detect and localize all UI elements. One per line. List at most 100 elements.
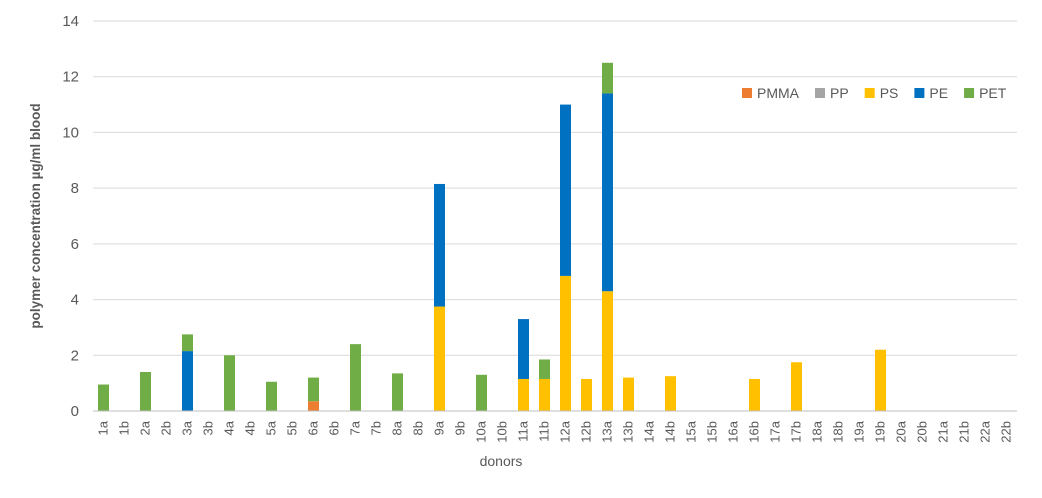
legend-item-pet: PET: [964, 85, 1007, 101]
legend-item-pmma: PMMA: [742, 85, 800, 101]
bar-segment-pet-8a: [392, 373, 403, 411]
x-tick-label: 21b: [957, 421, 972, 443]
legend-item-ps: PS: [864, 85, 899, 101]
bar-segment-ps-17b: [791, 362, 802, 411]
y-axis-ticks: 0 2 4 6 8 10 12 14: [62, 13, 79, 420]
bar-segment-pet-3a: [182, 334, 193, 352]
bar-segment-ps-19b: [875, 349, 886, 411]
x-tick-label: 20a: [894, 420, 909, 442]
x-tick-label: 4a: [222, 420, 237, 435]
x-axis-title: donors: [480, 453, 523, 469]
legend-label: PS: [880, 85, 899, 101]
bar-segment-ps-11a: [518, 378, 529, 411]
legend-label: PMMA: [757, 85, 800, 101]
x-tick-label: 5b: [285, 421, 300, 435]
legend-label: PET: [979, 85, 1007, 101]
bar-segment-pet-2a: [140, 372, 151, 411]
x-tick-label: 14a: [642, 420, 657, 442]
x-tick-label: 10a: [474, 420, 489, 442]
x-tick-label: 1a: [96, 420, 111, 435]
x-tick-label: 22a: [978, 420, 993, 442]
legend-item-pe: PE: [914, 85, 948, 101]
bar-segment-pet-10a: [476, 374, 487, 411]
legend-swatch: [964, 88, 975, 98]
legend-label: PE: [929, 85, 948, 101]
bar-segment-ps-16b: [749, 378, 760, 411]
bar-segment-ps-13b: [623, 377, 634, 411]
x-tick-label: 22b: [999, 421, 1014, 443]
bar-segment-ps-13a: [602, 291, 613, 411]
bar-segment-pet-1a: [98, 384, 109, 411]
bars: [98, 62, 886, 411]
legend-item-pp: PP: [815, 85, 849, 101]
bar-segment-pet-4a: [224, 355, 235, 411]
x-tick-label: 11a: [516, 420, 531, 441]
bar-segment-ps-12b: [581, 378, 592, 411]
legend: PMMA PP PS PE PET: [742, 85, 1007, 101]
bar-segment-pe-11a: [518, 319, 529, 379]
x-tick-label: 13a: [600, 420, 615, 442]
bar-segment-ps-12a: [560, 275, 571, 411]
x-tick-label: 12a: [558, 420, 573, 442]
y-tick-label: 8: [71, 180, 79, 197]
x-tick-label: 17b: [789, 421, 804, 443]
x-tick-label: 18b: [831, 421, 846, 443]
y-tick-label: 0: [71, 403, 79, 420]
x-tick-label: 3a: [180, 420, 195, 435]
bar-segment-ps-9a: [434, 306, 445, 411]
x-tick-label: 13b: [621, 421, 636, 443]
x-tick-label: 6b: [327, 421, 342, 435]
y-tick-label: 6: [71, 236, 79, 253]
x-tick-label: 6a: [306, 420, 321, 435]
x-tick-label: 9a: [432, 420, 447, 435]
legend-swatch: [742, 88, 752, 98]
x-tick-label: 20b: [915, 421, 930, 443]
x-tick-label: 2a: [138, 420, 153, 435]
bar-segment-pet-7a: [350, 344, 361, 411]
x-tick-label: 1b: [117, 421, 132, 435]
legend-swatch: [864, 88, 875, 98]
bar-segment-pe-3a: [182, 351, 193, 411]
bar-segment-ps-14b: [665, 376, 676, 411]
x-tick-label: 8a: [390, 420, 405, 435]
x-tick-label: 5a: [264, 420, 279, 435]
x-tick-label: 12b: [579, 421, 594, 443]
x-tick-label: 9b: [453, 421, 468, 435]
x-tick-label: 15a: [684, 420, 699, 442]
bar-segment-pe-13a: [602, 93, 613, 292]
x-tick-label: 16a: [726, 420, 741, 442]
y-axis-title: polymer concentration µg/ml blood: [28, 103, 43, 328]
legend-label: PP: [830, 85, 849, 101]
bar-segment-pet-5a: [266, 381, 277, 411]
y-tick-label: 14: [62, 13, 79, 30]
x-tick-label: 10b: [495, 421, 510, 443]
x-axis-ticks: 1a 1b 2a 2b 3a 3b 4a 4b 5a 5b 6a 6b 7a 7b 8a 8b 9a 9b 10a 1…: [96, 420, 1014, 442]
bar-segment-pet-11b: [539, 359, 550, 379]
x-tick-label: 7a: [348, 420, 363, 435]
x-tick-label: 7b: [369, 421, 384, 435]
x-tick-label: 16b: [747, 421, 762, 443]
bar-segment-pet-6a: [308, 377, 319, 402]
gridlines: [93, 20, 1017, 356]
x-tick-label: 19b: [873, 421, 888, 443]
x-tick-label: 21a: [936, 420, 951, 442]
bar-segment-pe-9a: [434, 183, 445, 307]
bar-segment-pmma-6a: [308, 401, 319, 411]
bar-segment-pet-13a: [602, 62, 613, 94]
x-tick-label: 4b: [243, 421, 258, 435]
x-tick-label: 14b: [663, 421, 678, 443]
legend-swatch: [914, 88, 925, 98]
x-tick-label: 18a: [810, 420, 825, 442]
x-tick-label: 11b: [537, 421, 552, 442]
x-tick-label: 17a: [768, 420, 783, 442]
bar-segment-pe-12a: [560, 104, 571, 276]
x-tick-label: 8b: [411, 421, 426, 435]
x-tick-label: 19a: [852, 420, 867, 442]
y-tick-label: 4: [71, 292, 79, 309]
y-tick-label: 2: [71, 347, 79, 364]
x-tick-label: 15b: [705, 421, 720, 443]
y-tick-label: 12: [62, 69, 79, 86]
x-tick-label: 3b: [201, 421, 216, 435]
